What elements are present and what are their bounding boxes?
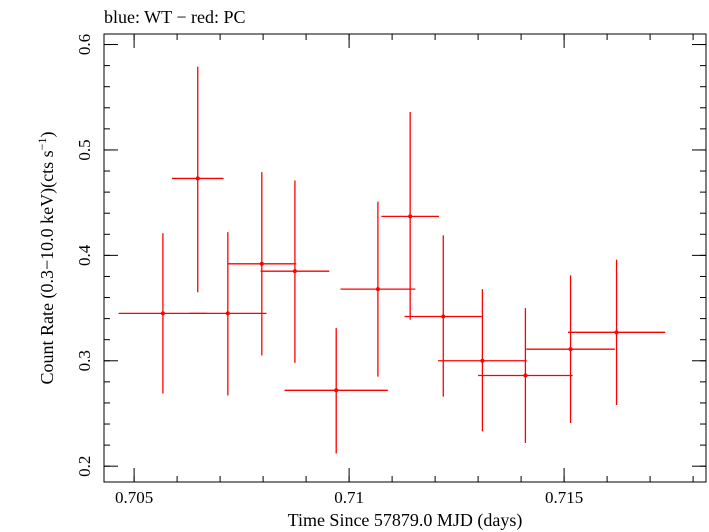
x-axis-title: Time Since 57879.0 MJD (days) <box>288 510 523 531</box>
y-tick-label: 0.4 <box>75 244 94 266</box>
point-marker <box>523 373 528 378</box>
data-point <box>526 275 615 423</box>
y-tick-label: 0.3 <box>75 350 94 371</box>
point-marker <box>160 311 165 316</box>
x-tick-label: 0.71 <box>334 488 364 507</box>
data-point <box>260 180 330 363</box>
data-points <box>118 66 666 454</box>
data-point <box>171 66 224 293</box>
x-tick-labels: 0.705 0.71 0.715 <box>115 488 583 507</box>
point-marker <box>614 330 619 335</box>
data-point <box>340 201 416 377</box>
point-marker <box>480 358 485 363</box>
x-tick-label: 0.705 <box>115 488 153 507</box>
data-point <box>567 259 666 406</box>
y-tick-label: 0.6 <box>75 34 94 55</box>
data-point <box>404 235 482 397</box>
axis-ticks <box>104 34 706 482</box>
y-tick-label: 0.5 <box>75 139 94 160</box>
y-axis-title-main: Count Rate (0.3−10.0 keV)(cts s <box>37 150 58 384</box>
data-point <box>284 328 388 454</box>
y-tick-labels: 0.2 0.3 0.4 0.5 0.6 <box>75 34 94 477</box>
plot-border <box>103 33 707 483</box>
data-point <box>478 308 573 443</box>
plot-frame <box>103 33 707 483</box>
point-marker <box>195 176 200 181</box>
y-tick-label: 0.2 <box>75 456 94 477</box>
data-point <box>381 112 439 320</box>
point-marker <box>408 214 413 219</box>
data-point <box>438 289 527 432</box>
point-marker <box>334 388 339 393</box>
point-marker <box>441 314 446 319</box>
y-axis-title-end: ) <box>37 132 58 138</box>
data-point <box>189 232 267 396</box>
point-marker <box>225 311 230 316</box>
y-axis-title: Count Rate (0.3−10.0 keV)(cts s−1) <box>35 132 58 385</box>
x-tick-label: 0.715 <box>545 488 583 507</box>
point-marker <box>568 347 573 352</box>
data-point <box>227 172 297 356</box>
point-marker <box>292 269 297 274</box>
point-marker <box>259 261 264 266</box>
point-marker <box>375 287 380 292</box>
y-axis-title-superscript: −1 <box>35 138 49 151</box>
chart-title: blue: WT − red: PC <box>104 7 245 27</box>
